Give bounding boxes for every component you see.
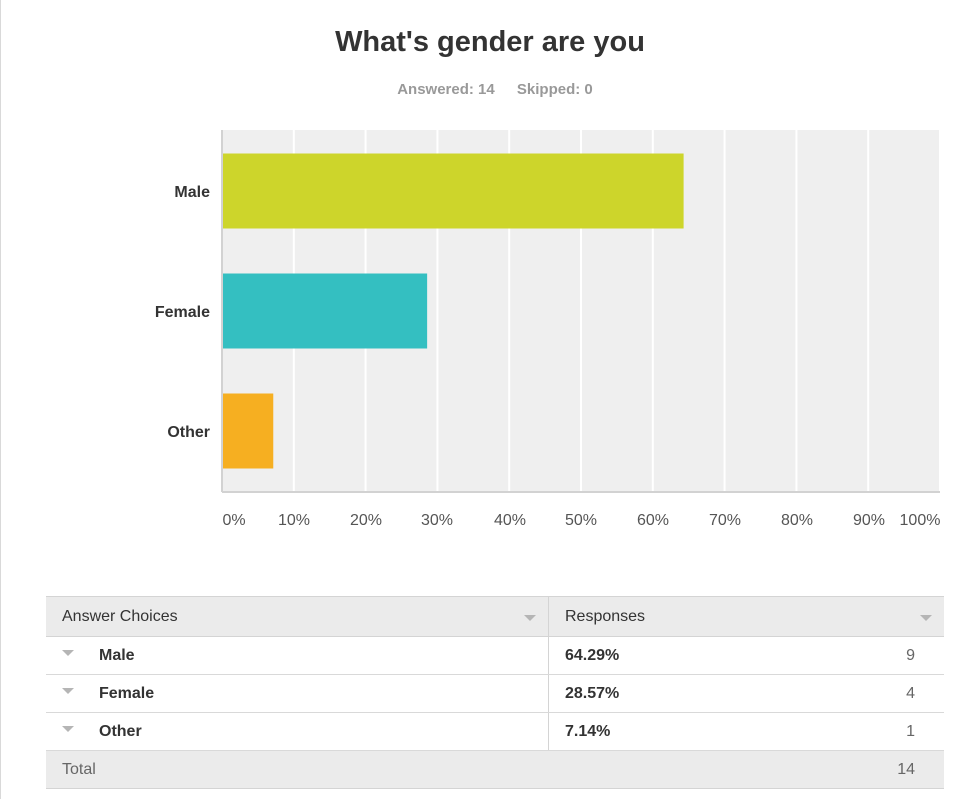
choice-label: Male bbox=[99, 646, 135, 664]
percent-cell: 7.14% bbox=[548, 712, 778, 751]
x-tick-label: 20% bbox=[350, 512, 382, 529]
x-tick-label: 30% bbox=[421, 512, 453, 529]
category-label: Male bbox=[174, 184, 210, 201]
answered-count: Answered: 14 bbox=[397, 81, 495, 98]
total-count: 14 bbox=[777, 750, 944, 789]
responses-table: Answer Choices Responses Male 64.29% 9 F… bbox=[46, 596, 944, 789]
table-row: Male 64.29% 9 bbox=[46, 636, 944, 675]
x-tick-label: 10% bbox=[278, 512, 310, 529]
x-tick-label: 60% bbox=[637, 512, 669, 529]
skipped-count: Skipped: 0 bbox=[516, 81, 593, 98]
count-cell: 4 bbox=[777, 674, 944, 713]
x-tick-label: 50% bbox=[565, 512, 597, 529]
bar-female bbox=[223, 273, 428, 349]
x-tick-label: 90% bbox=[853, 512, 885, 529]
category-label: Other bbox=[167, 424, 210, 441]
total-spacer bbox=[548, 750, 778, 789]
bar-chart: Male Female Other 0% 10% 20% 30% 40% 50% 60% 70% 80… bbox=[155, 130, 941, 529]
question-title: What's gender are you bbox=[335, 26, 645, 58]
x-tick-label: 80% bbox=[781, 512, 813, 529]
count-cell: 1 bbox=[777, 712, 944, 751]
expand-caret-icon[interactable] bbox=[62, 650, 74, 657]
total-row: Total 14 bbox=[46, 750, 944, 789]
percent-cell: 64.29% bbox=[548, 636, 778, 675]
x-tick-label: 40% bbox=[494, 512, 526, 529]
choice-cell: Female bbox=[46, 674, 549, 713]
bar-other bbox=[223, 393, 274, 469]
answer-choices-header-label: Answer Choices bbox=[62, 607, 178, 625]
choice-label: Other bbox=[99, 722, 142, 740]
percent-cell: 28.57% bbox=[548, 674, 778, 713]
choice-cell: Male bbox=[46, 636, 549, 675]
choice-cell: Other bbox=[46, 712, 549, 751]
x-tick-label: 0% bbox=[222, 512, 245, 529]
expand-caret-icon[interactable] bbox=[62, 726, 74, 733]
expand-caret-icon[interactable] bbox=[62, 688, 74, 695]
x-tick-label: 100% bbox=[900, 512, 941, 529]
total-label: Total bbox=[46, 750, 549, 789]
table-header-row: Answer Choices Responses bbox=[46, 596, 944, 637]
response-summary: Answered: 14 Skipped: 0 bbox=[0, 81, 974, 98]
table-row: Female 28.57% 4 bbox=[46, 674, 944, 713]
responses-header-label: Responses bbox=[565, 607, 646, 625]
table-row: Other 7.14% 1 bbox=[46, 712, 944, 751]
choice-label: Female bbox=[99, 684, 155, 702]
x-tick-label: 70% bbox=[709, 512, 741, 529]
page-left-border bbox=[0, 0, 1, 799]
responses-header[interactable]: Responses bbox=[548, 596, 944, 637]
bar-male bbox=[223, 153, 684, 229]
sort-caret-icon[interactable] bbox=[920, 615, 932, 621]
count-cell: 9 bbox=[777, 636, 944, 675]
category-label: Female bbox=[155, 304, 210, 321]
answer-choices-header[interactable]: Answer Choices bbox=[46, 596, 549, 637]
sort-caret-icon[interactable] bbox=[524, 615, 536, 621]
